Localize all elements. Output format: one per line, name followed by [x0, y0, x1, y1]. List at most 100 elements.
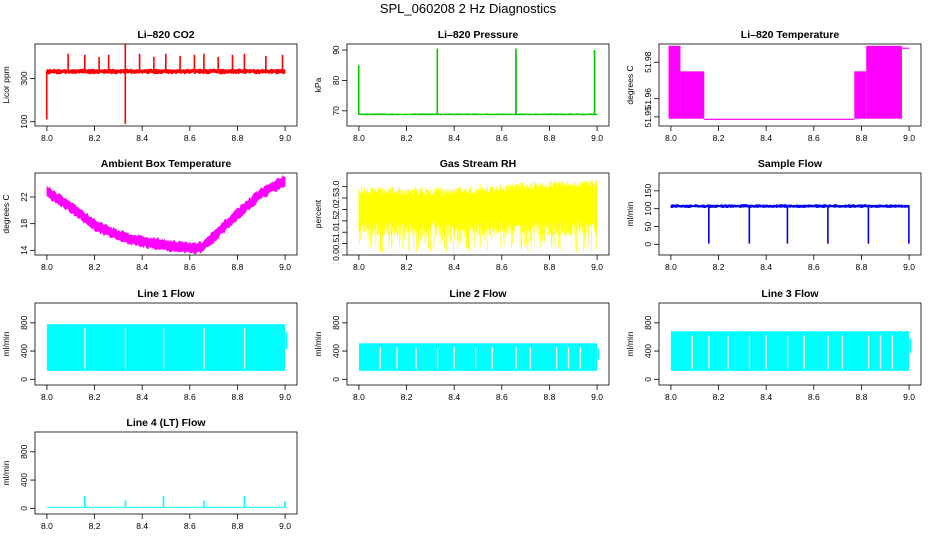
- y-tick-label: 0.5: [331, 237, 341, 249]
- y-tick-label: 0: [331, 377, 341, 382]
- y-tick-label: 22: [19, 192, 29, 202]
- x-tick-label: 9.0: [279, 133, 291, 143]
- data-layer: [46, 174, 286, 255]
- chart-panel-6: Sample Flow ml/min 8.0 8.2 8.4 8.6 8.8 9.0 0 50 10…: [625, 158, 922, 272]
- plot-frame: [34, 43, 298, 127]
- x-tick-label: 8.4: [760, 392, 772, 402]
- chart-title: Li–820 CO2: [137, 29, 194, 41]
- x-tick-label: 8.8: [232, 521, 244, 531]
- x-tick-label: 9.0: [279, 521, 291, 531]
- y-tick-label: 18: [19, 219, 29, 229]
- plot-frame: [346, 172, 610, 256]
- y-axis-label: ml/min: [1, 460, 11, 485]
- x-tick-label: 9.0: [591, 262, 603, 272]
- x-tick-label: 8.0: [41, 262, 53, 272]
- plot-frame: [34, 172, 298, 256]
- x-tick-label: 8.4: [760, 262, 772, 272]
- chart-panel-8: Line 2 Flow ml/min 8.0 8.2 8.4 8.6 8.8 9.0 0 400 8…: [313, 288, 610, 402]
- y-tick-label: 400: [19, 473, 29, 487]
- data-layer: [45, 44, 286, 124]
- chart-panel-4: Ambient Box Temperature degrees C 8.0 8.2 8.…: [1, 158, 298, 272]
- chart-title: Li–820 Temperature: [741, 29, 840, 41]
- chart-panel-3: Li–820 Temperature degrees C 8.0 8.2 8.4 8.6 8…: [625, 29, 922, 143]
- y-tick-label: 800: [19, 444, 29, 458]
- y-tick-label: 800: [643, 315, 653, 329]
- chart-panel-10: Line 4 (LT) Flow ml/min 8.0 8.2 8.4 8.6 8.8 9.0…: [1, 417, 298, 531]
- x-tick-label: 8.8: [544, 262, 556, 272]
- x-tick-label: 8.0: [665, 262, 677, 272]
- x-tick-label: 8.0: [41, 133, 53, 143]
- y-tick-label: 2.5: [331, 192, 341, 204]
- plot-frame: [658, 302, 922, 386]
- x-tick-label: 8.2: [89, 133, 101, 143]
- chart-panel-5: Gas Stream RH percent 8.0 8.2 8.4 8.6 8.8 9.0 0.…: [313, 158, 610, 272]
- chart-title: Line 4 (LT) Flow: [126, 417, 206, 429]
- y-tick-label: 300: [19, 71, 29, 85]
- chart-panel-2: Li–820 Pressure kPa 8.0 8.2 8.4 8.6 8.8 9.0 70 80…: [313, 29, 610, 143]
- x-tick-label: 8.0: [353, 392, 365, 402]
- x-tick-label: 8.8: [544, 392, 556, 402]
- y-tick-label: 100: [19, 114, 29, 128]
- x-tick-label: 8.6: [496, 133, 508, 143]
- x-tick-label: 8.0: [41, 521, 53, 531]
- x-tick-label: 8.2: [401, 392, 413, 402]
- y-tick-label: 0: [19, 377, 29, 382]
- x-tick-label: 8.4: [136, 262, 148, 272]
- series-block: [670, 331, 910, 371]
- plot-frame: [346, 43, 610, 127]
- y-tick-label: 1.5: [331, 215, 341, 227]
- data-layer: [46, 496, 286, 508]
- y-tick-label: 0: [19, 506, 29, 511]
- series-step: [680, 71, 705, 119]
- chart-title: Line 2 Flow: [449, 288, 507, 300]
- x-tick-label: 8.2: [89, 392, 101, 402]
- x-tick-label: 8.6: [184, 262, 196, 272]
- data-layer: [358, 343, 600, 371]
- x-tick-label: 8.6: [496, 392, 508, 402]
- x-tick-label: 8.2: [401, 262, 413, 272]
- y-tick-label: 800: [19, 315, 29, 329]
- x-tick-label: 9.0: [903, 262, 915, 272]
- y-axis-label: ml/min: [313, 331, 323, 356]
- y-tick-label: 400: [331, 344, 341, 358]
- y-tick-label: 0.0: [331, 249, 341, 261]
- x-tick-label: 8.2: [89, 262, 101, 272]
- x-tick-label: 8.2: [713, 262, 725, 272]
- x-tick-label: 8.8: [544, 133, 556, 143]
- y-tick-label: 0: [643, 242, 653, 247]
- y-tick-label: 80: [331, 75, 341, 85]
- x-tick-label: 8.6: [496, 262, 508, 272]
- plot-frame: [34, 302, 298, 386]
- x-tick-label: 8.6: [184, 521, 196, 531]
- series-step: [901, 47, 910, 49]
- x-tick-label: 8.0: [353, 133, 365, 143]
- plot-frame: [34, 431, 298, 515]
- y-tick-label: 51.96: [643, 88, 653, 110]
- x-tick-label: 8.8: [232, 262, 244, 272]
- plot-frame: [658, 172, 922, 256]
- data-layer: [668, 45, 910, 120]
- x-tick-label: 8.8: [856, 392, 868, 402]
- x-tick-label: 9.0: [279, 392, 291, 402]
- x-tick-label: 8.6: [808, 262, 820, 272]
- x-tick-label: 8.2: [89, 521, 101, 531]
- x-tick-label: 8.6: [184, 133, 196, 143]
- x-tick-label: 8.6: [808, 392, 820, 402]
- series-step: [854, 71, 867, 119]
- plot-frame: [346, 302, 610, 386]
- x-tick-label: 8.2: [713, 392, 725, 402]
- chart-title: Line 3 Flow: [761, 288, 819, 300]
- x-tick-label: 8.2: [401, 133, 413, 143]
- y-axis-label: Licor ppm: [1, 66, 11, 103]
- y-tick-label: 90: [331, 45, 341, 55]
- data-layer: [46, 324, 288, 371]
- x-tick-label: 8.6: [184, 392, 196, 402]
- chart-title: Gas Stream RH: [440, 158, 516, 170]
- y-axis-label: percent: [313, 199, 323, 228]
- x-tick-label: 8.0: [665, 133, 677, 143]
- data-layer: [670, 331, 912, 371]
- series-step: [704, 118, 855, 120]
- x-tick-label: 8.0: [665, 392, 677, 402]
- y-tick-label: 150: [643, 183, 653, 197]
